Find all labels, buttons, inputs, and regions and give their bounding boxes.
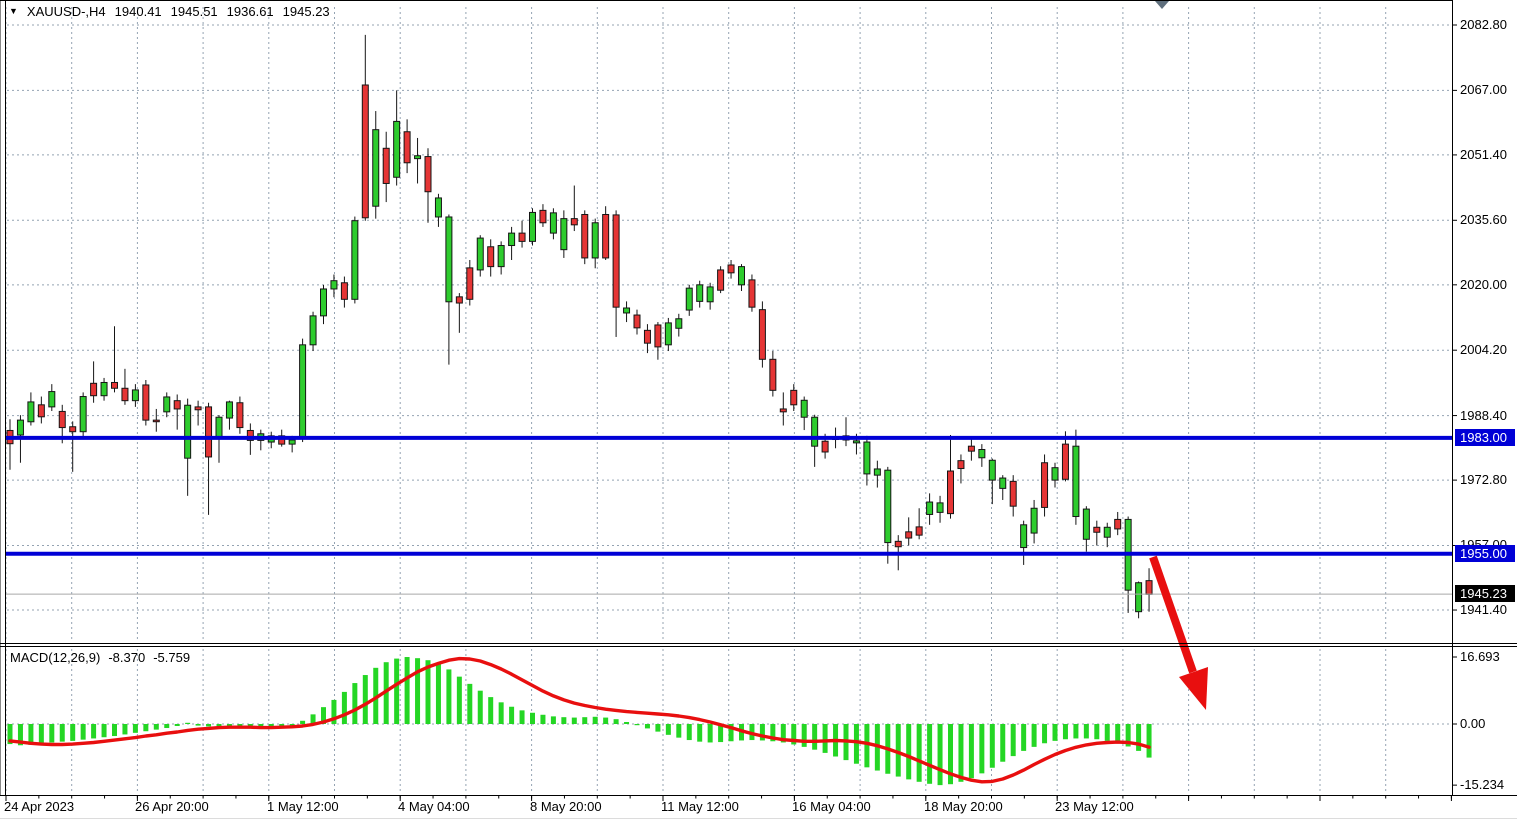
low-value: 1936.61 (226, 4, 274, 19)
macd-indicator[interactable] (7, 656, 1152, 786)
price-label: 1972.80 (1460, 472, 1507, 487)
price-label: 2004.20 (1460, 342, 1507, 357)
time-label: 1 May 12:00 (267, 799, 339, 814)
time-label: 8 May 20:00 (530, 799, 602, 814)
time-label: 11 May 12:00 (661, 799, 739, 814)
macd-indicator-label: MACD(12,26,9) -8.370 -5.759 (10, 650, 190, 665)
macd-main-value: -8.370 (108, 650, 146, 665)
hline-price-tag: 1955.00 (1455, 545, 1515, 562)
time-label: 16 May 04:00 (792, 799, 871, 814)
open-value: 1940.41 (114, 4, 162, 19)
high-value: 1945.51 (170, 4, 218, 19)
time-label: 4 May 04:00 (398, 799, 470, 814)
symbol-dropdown-icon[interactable]: ▼ (9, 5, 18, 16)
price-label: 2020.00 (1460, 277, 1507, 292)
macd-scale-label: -15.234 (1460, 777, 1505, 792)
grid-lines (5, 7, 1451, 794)
price-label: 1941.40 (1460, 602, 1507, 617)
price-axis[interactable]: 2082.80 2067.00 2051.40 2035.60 2020.00 2004.… (1453, 0, 1517, 795)
macd-signal-value: -5.759 (153, 650, 191, 665)
time-label: 18 May 20:00 (924, 799, 1003, 814)
time-label: 23 May 12:00 (1055, 799, 1134, 814)
shift-marker-icon[interactable] (1155, 1, 1169, 9)
macd-name: MACD(12,26,9) (10, 650, 101, 665)
time-label: 26 Apr 20:00 (135, 799, 209, 814)
trend-arrow[interactable] (1149, 555, 1208, 710)
current-price-tag: 1945.23 (1455, 585, 1515, 602)
macd-scale-label: 0.00 (1460, 716, 1486, 731)
close-value: 1945.23 (282, 4, 330, 19)
macd-scale-label: 16.693 (1460, 649, 1500, 664)
price-label: 2082.80 (1460, 17, 1507, 32)
price-label: 2035.60 (1460, 212, 1507, 227)
price-label: 2067.00 (1460, 82, 1507, 97)
time-axis[interactable]: 24 Apr 2023 26 Apr 20:00 1 May 12:00 4 May … (0, 796, 1517, 825)
chart-title-bar: ▼ XAUUSD-,H4 1940.41 1945.51 1936.61 194… (9, 4, 330, 19)
hline-price-tag: 1983.00 (1455, 429, 1515, 446)
time-label: 24 Apr 2023 (4, 799, 75, 814)
support-resistance-lines[interactable] (6, 435, 1452, 556)
candle-series[interactable] (6, 34, 1153, 619)
symbol-period-label: XAUUSD-,H4 (26, 4, 106, 19)
price-label: 2051.40 (1460, 147, 1507, 162)
price-label: 1988.40 (1460, 408, 1507, 423)
